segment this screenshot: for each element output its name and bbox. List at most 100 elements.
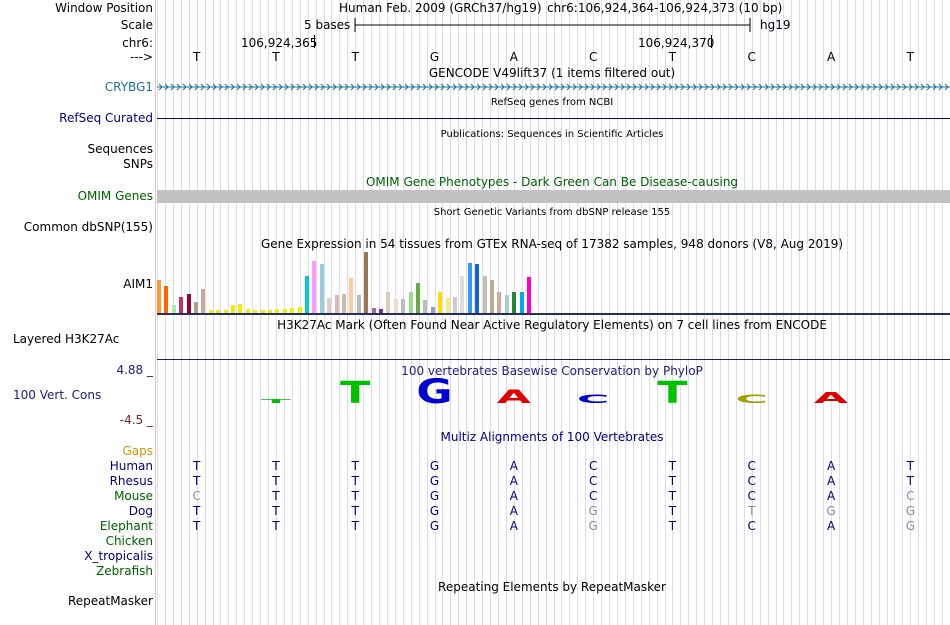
track-label-sequences[interactable]: Sequences — [87, 142, 153, 156]
track-label-cons[interactable]: 100 Vert. Cons — [13, 388, 102, 402]
alignment-base: C — [588, 459, 598, 473]
gtex-bar[interactable] — [223, 310, 228, 314]
gtex-bar[interactable] — [260, 310, 265, 314]
gtex-bar[interactable] — [253, 310, 258, 314]
gtex-bar[interactable] — [475, 264, 480, 314]
gtex-bar[interactable] — [275, 309, 280, 314]
gtex-bar[interactable] — [231, 305, 235, 314]
species-label-x_tropicalis[interactable]: X_tropicalis — [84, 549, 153, 563]
gtex-bar[interactable] — [290, 308, 295, 314]
alignment-base: A — [509, 459, 518, 473]
crybg1-gene-feature[interactable] — [157, 82, 950, 92]
gtex-bar[interactable] — [282, 309, 287, 314]
multiz-title: Multiz Alignments of 100 Vertebrates — [440, 430, 664, 444]
alignment-base: G — [429, 474, 440, 488]
assembly-name: Human Feb. 2009 (GRCh37/hg19) — [339, 1, 542, 15]
h3k27ac-baseline — [157, 359, 950, 360]
gtex-bar[interactable] — [527, 277, 531, 314]
alignment-base: T — [192, 474, 201, 488]
gtex-bar[interactable] — [371, 308, 376, 314]
gtex-bar[interactable] — [519, 292, 524, 314]
gtex-bar[interactable] — [179, 297, 184, 314]
gtex-bar[interactable] — [334, 295, 339, 314]
species-label-zebrafish[interactable]: Zebrafish — [96, 564, 153, 578]
alignment-base: T — [351, 459, 359, 473]
alignment-base: C — [588, 474, 598, 488]
gtex-bar[interactable] — [453, 297, 457, 314]
track-label-aim1[interactable]: AIM1 — [123, 277, 153, 291]
species-label-dog[interactable]: Dog — [128, 504, 153, 518]
alignment-base: G — [826, 504, 836, 518]
scale-text: 5 bases — [304, 18, 351, 32]
track-label-refseq[interactable]: RefSeq Curated — [59, 111, 153, 125]
alignment-base: T — [906, 459, 915, 473]
gtex-bar[interactable] — [386, 292, 391, 314]
track-label-omim[interactable]: OMIM Genes — [77, 189, 153, 203]
gtex-bar[interactable] — [157, 280, 161, 314]
gtex-bar[interactable] — [460, 276, 465, 314]
gtex-bar-chart[interactable] — [157, 250, 537, 314]
gtex-bar[interactable] — [164, 286, 169, 314]
gtex-bar[interactable] — [356, 295, 361, 314]
alignment-base: G — [429, 459, 440, 473]
gtex-bar[interactable] — [364, 252, 369, 314]
species-label-rhesus[interactable]: Rhesus — [109, 474, 153, 488]
gtex-bar[interactable] — [512, 292, 517, 314]
gtex-bar[interactable] — [401, 299, 406, 314]
gtex-bar[interactable] — [490, 280, 494, 314]
track-label-h3k27ac[interactable]: Layered H3K27Ac — [13, 332, 120, 346]
gtex-bar[interactable] — [208, 310, 213, 314]
gtex-bar[interactable] — [482, 276, 487, 314]
gtex-bar[interactable] — [430, 307, 435, 314]
omim-gene-feature[interactable] — [157, 190, 950, 203]
ref-base-8: C — [747, 50, 756, 64]
phylop-letter: T — [340, 378, 370, 408]
species-label-human[interactable]: Human — [109, 459, 153, 473]
gtex-bar[interactable] — [438, 292, 443, 314]
refseq-gene-feature[interactable] — [157, 118, 950, 119]
alignment-base: T — [668, 489, 677, 503]
track-label-dbsnp[interactable]: Common dbSNP(155) — [23, 220, 153, 234]
species-label-elephant[interactable]: Elephant — [99, 519, 153, 533]
alignment-base: A — [826, 459, 836, 473]
alignment-base: G — [588, 504, 598, 518]
gtex-bar[interactable] — [349, 278, 354, 314]
gtex-bar[interactable] — [467, 263, 472, 314]
alignment-base: C — [747, 489, 756, 503]
alignment-base: T — [272, 519, 280, 533]
track-label-snps[interactable]: SNPs — [123, 157, 153, 171]
gtex-bar[interactable] — [194, 302, 198, 314]
gtex-bar[interactable] — [171, 305, 176, 314]
chrom-label: chr6: — [122, 36, 153, 50]
gtex-bar[interactable] — [416, 283, 420, 314]
gtex-bar[interactable] — [312, 261, 317, 314]
phylop-letter: A — [497, 386, 532, 408]
gtex-bar[interactable] — [393, 299, 398, 314]
gtex-bar[interactable] — [379, 309, 383, 314]
alignment-base: A — [509, 489, 518, 503]
gtex-bar[interactable] — [504, 295, 509, 314]
alignment-base: A — [509, 474, 518, 488]
gtex-bar[interactable] — [238, 304, 243, 314]
gtex-bar[interactable] — [423, 300, 428, 314]
gtex-bar[interactable] — [201, 289, 206, 314]
track-label-crybg1[interactable]: CRYBG1 — [104, 80, 153, 94]
gtex-bar[interactable] — [342, 294, 346, 314]
gtex-bar[interactable] — [186, 294, 191, 314]
gtex-bar[interactable] — [319, 264, 324, 314]
gtex-bar[interactable] — [327, 298, 332, 314]
gtex-bar[interactable] — [305, 276, 309, 314]
gtex-bar[interactable] — [297, 307, 302, 314]
gtex-bar[interactable] — [216, 310, 221, 314]
track-label-gaps[interactable]: Gaps — [122, 444, 153, 458]
track-label-repeatmasker[interactable]: RepeatMasker — [67, 594, 153, 608]
gtex-bar[interactable] — [497, 292, 502, 314]
gtex-bar[interactable] — [445, 298, 450, 314]
gtex-bar[interactable] — [408, 292, 413, 314]
gtex-bar[interactable] — [268, 310, 272, 314]
species-label-chicken[interactable]: Chicken — [105, 534, 153, 548]
strand-label: ---> — [129, 50, 153, 64]
species-label-mouse[interactable]: Mouse — [114, 489, 153, 503]
gtex-bar[interactable] — [245, 309, 250, 314]
